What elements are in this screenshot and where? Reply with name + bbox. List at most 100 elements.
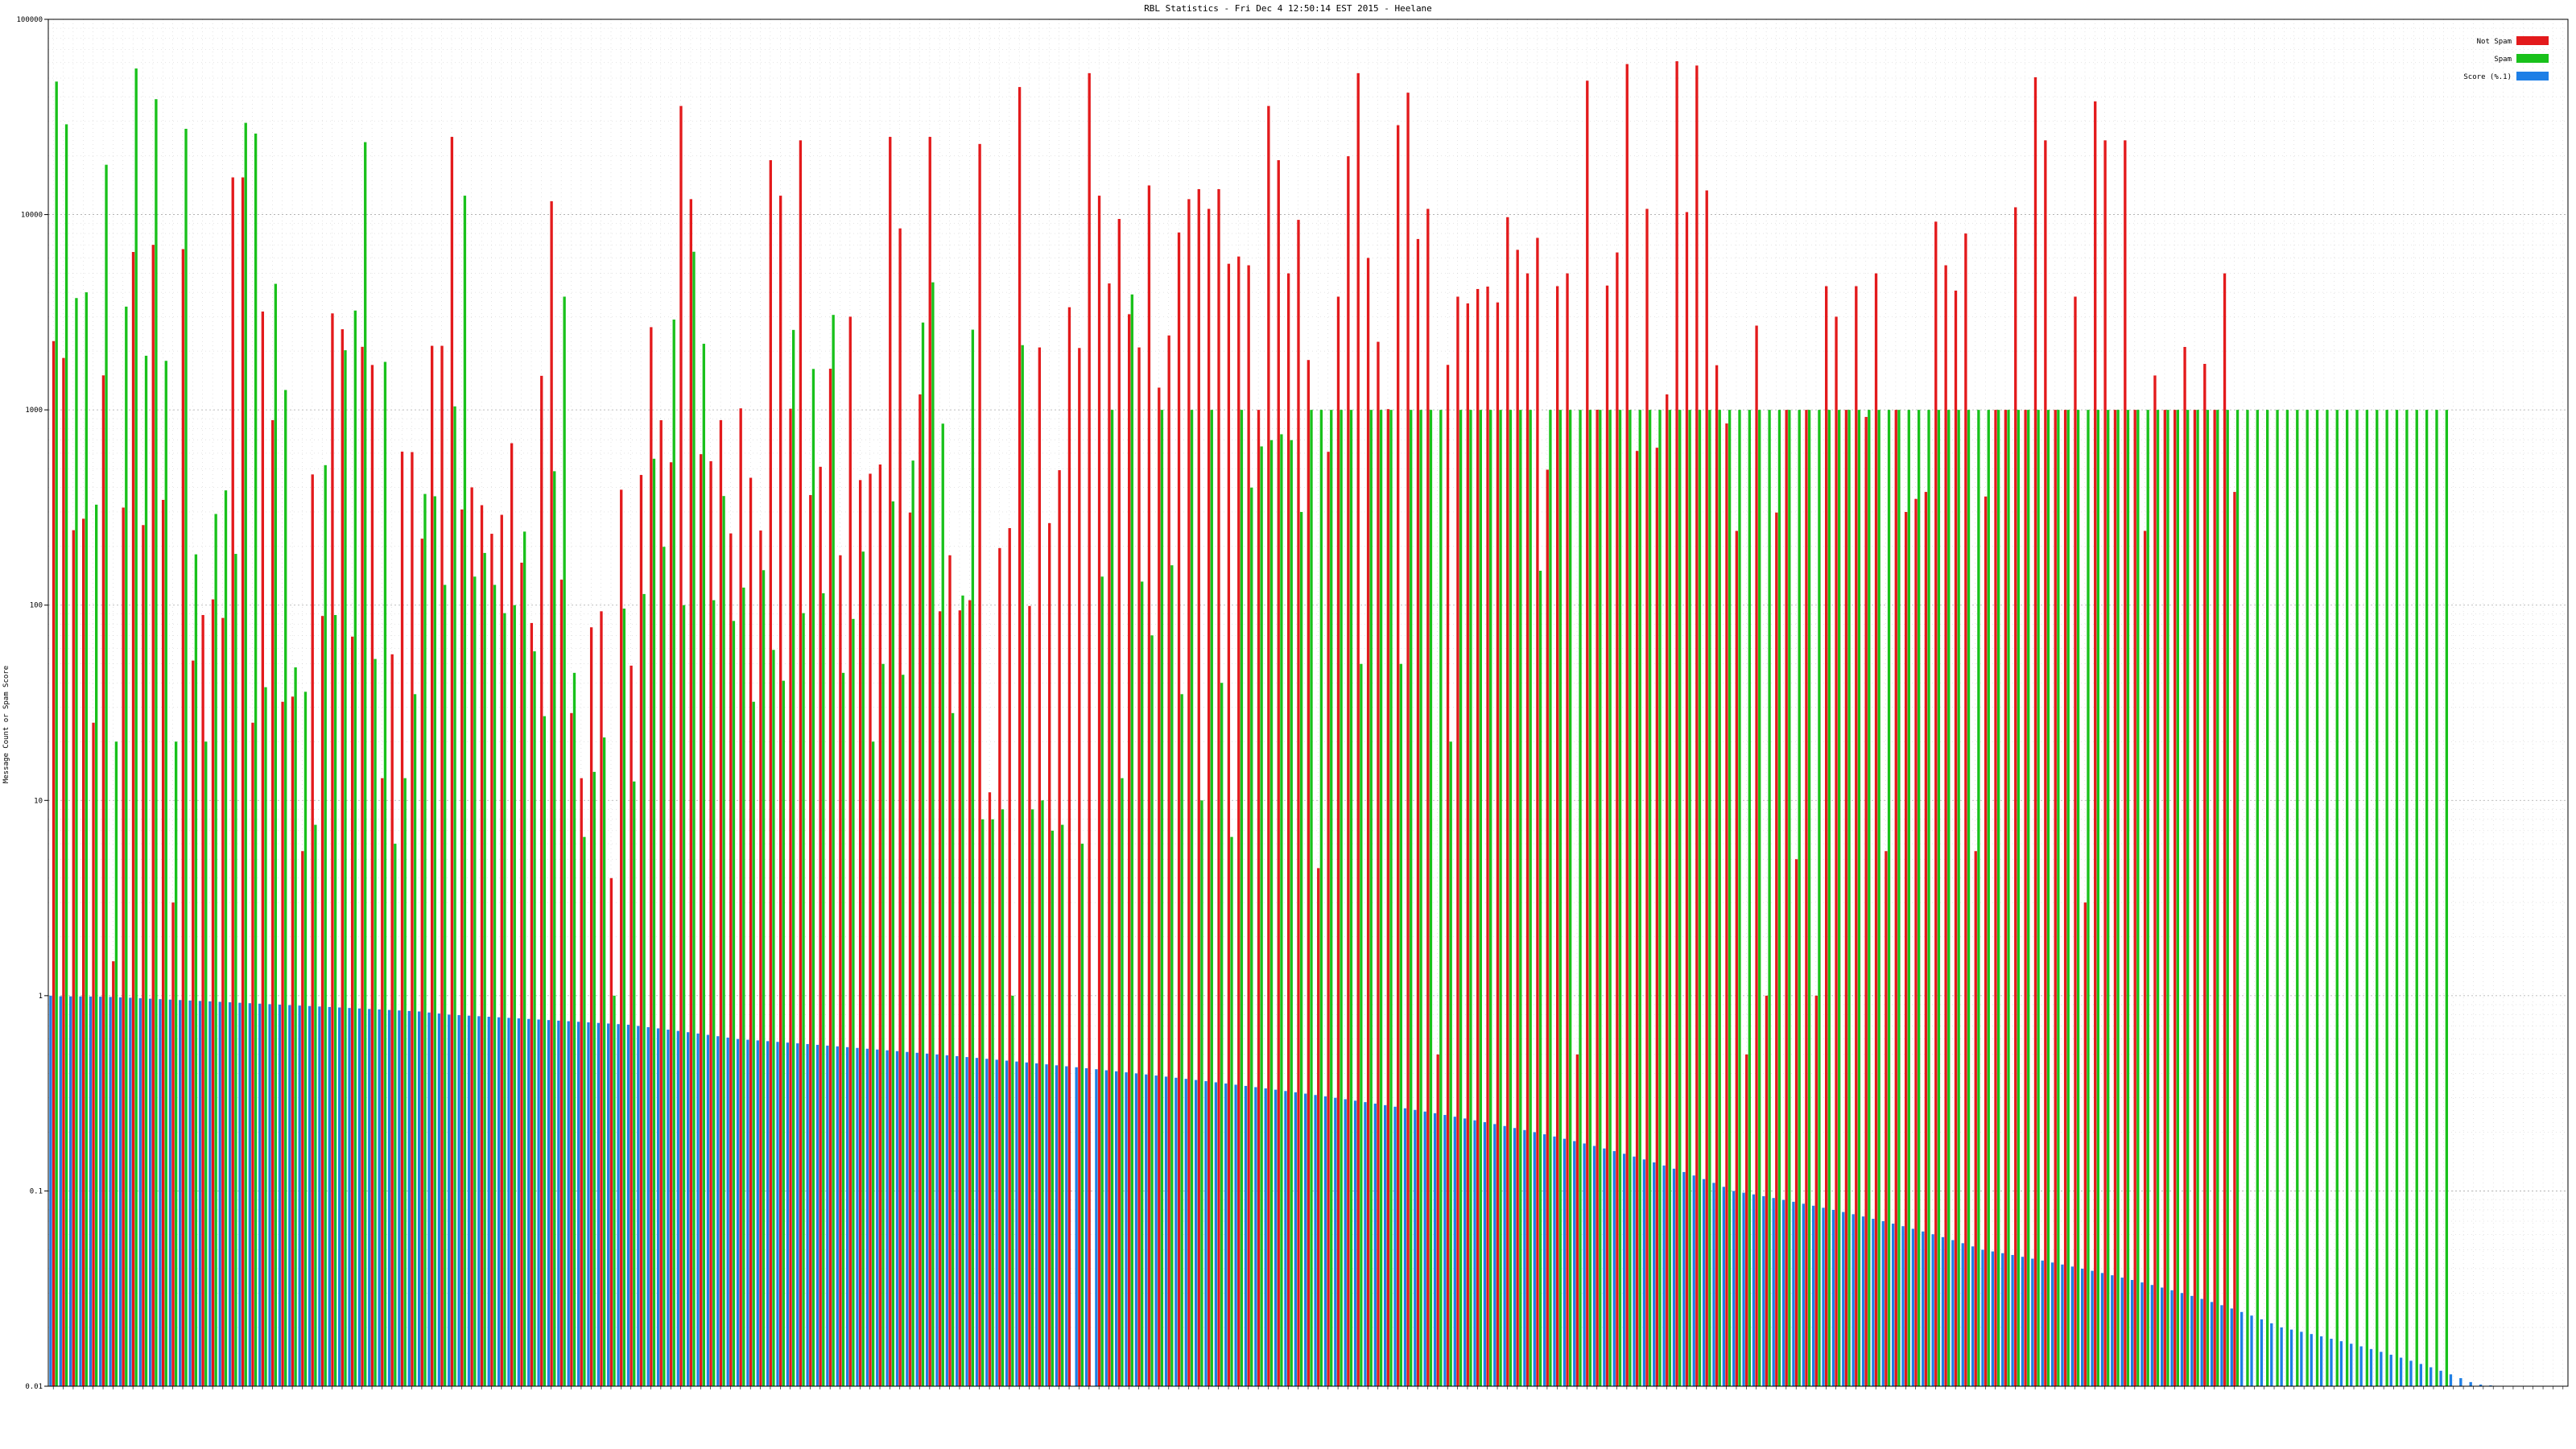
score-bar xyxy=(497,1017,501,1386)
not-spam-bar xyxy=(1158,387,1161,1387)
spam-bar xyxy=(762,570,766,1386)
spam-bar xyxy=(1349,410,1353,1387)
spam-bar xyxy=(1996,410,2000,1387)
score-bar xyxy=(2289,1329,2293,1386)
not-spam-bar xyxy=(2044,140,2047,1387)
spam-bar xyxy=(2296,410,2299,1387)
not-spam-bar xyxy=(1984,496,1988,1386)
spam-bar xyxy=(2076,410,2080,1387)
not-spam-bar xyxy=(1078,348,1081,1387)
score-bar xyxy=(815,1044,819,1386)
score-bar xyxy=(2190,1295,2194,1386)
score-bar xyxy=(2111,1275,2114,1386)
spam-bar xyxy=(772,650,775,1386)
not-spam-bar xyxy=(1974,851,1977,1386)
spam-bar xyxy=(234,554,237,1386)
score-bar xyxy=(1622,1154,1626,1386)
score-bar xyxy=(338,1007,341,1386)
spam-bar xyxy=(902,675,905,1386)
spam-bar xyxy=(2435,410,2438,1387)
spam-bar xyxy=(105,164,108,1386)
score-bar xyxy=(766,1041,770,1386)
not-spam-bar xyxy=(480,505,484,1386)
not-spam-bar xyxy=(1227,263,1231,1386)
not-spam-bar xyxy=(1108,283,1111,1387)
not-spam-bar xyxy=(589,627,593,1386)
spam-bar xyxy=(533,651,536,1386)
spam-bar xyxy=(1857,410,1861,1387)
spam-bar xyxy=(1429,410,1433,1387)
not-spam-bar xyxy=(799,140,803,1387)
not-spam-bar xyxy=(370,365,374,1386)
spam-bar xyxy=(254,133,258,1386)
not-spam-bar xyxy=(1525,273,1530,1386)
score-bar xyxy=(736,1038,740,1386)
spam-bar xyxy=(553,471,556,1386)
spam-bar xyxy=(2376,410,2379,1387)
not-spam-bar xyxy=(1735,530,1739,1387)
spam-bar xyxy=(55,81,58,1386)
spam-bar xyxy=(841,672,845,1386)
score-bar xyxy=(1125,1072,1128,1386)
spam-bar xyxy=(2017,410,2021,1387)
score-bar xyxy=(79,996,82,1386)
spam-bar xyxy=(1220,683,1224,1386)
score-bar xyxy=(1384,1104,1387,1386)
spam-bar xyxy=(1469,410,1472,1387)
spam-bar xyxy=(1459,410,1463,1387)
spam-bar xyxy=(1041,800,1044,1386)
spam-bar xyxy=(1777,410,1781,1387)
score-bar xyxy=(1672,1168,1676,1386)
score-bar xyxy=(517,1018,521,1386)
score-bar xyxy=(845,1046,849,1386)
score-bar xyxy=(1642,1159,1646,1386)
not-spam-bar xyxy=(211,599,215,1386)
score-bar xyxy=(1503,1125,1506,1386)
spam-bar xyxy=(413,694,417,1386)
spam-bar xyxy=(2395,410,2399,1387)
not-spam-bar xyxy=(201,614,204,1386)
not-spam-bar xyxy=(639,475,643,1386)
spam-bar xyxy=(702,344,706,1386)
spam-bar xyxy=(1568,410,1572,1387)
score-bar xyxy=(148,998,152,1386)
score-bar xyxy=(2120,1278,2124,1386)
score-bar xyxy=(656,1028,660,1386)
not-spam-bar xyxy=(679,105,683,1387)
score-bar xyxy=(2091,1270,2094,1386)
spam-bar xyxy=(1917,410,1921,1387)
spam-bar xyxy=(613,995,616,1386)
spam-bar xyxy=(75,298,78,1386)
score-bar xyxy=(198,1001,202,1386)
not-spam-bar xyxy=(769,159,772,1387)
spam-bar xyxy=(1499,410,1502,1387)
not-spam-bar xyxy=(1128,314,1131,1387)
not-spam-bar xyxy=(1725,423,1728,1386)
score-bar xyxy=(1822,1208,1825,1386)
spam-bar xyxy=(2116,410,2120,1387)
not-spam-bar xyxy=(659,420,663,1386)
not-spam-bar xyxy=(1755,325,1758,1386)
score-bar xyxy=(208,1001,212,1386)
score-bar xyxy=(716,1036,720,1386)
score-bar xyxy=(2300,1331,2303,1386)
spam-bar xyxy=(2027,410,2030,1387)
not-spam-bar xyxy=(968,600,972,1386)
score-bar xyxy=(706,1034,710,1386)
score-bar xyxy=(1274,1089,1278,1386)
not-spam-bar xyxy=(789,408,792,1386)
not-spam-bar xyxy=(1257,410,1261,1387)
not-spam-bar xyxy=(1616,252,1619,1386)
score-bar xyxy=(1015,1061,1018,1386)
spam-bar xyxy=(1360,663,1363,1386)
spam-bar xyxy=(592,771,596,1386)
score-bar xyxy=(1035,1063,1038,1386)
not-spam-bar xyxy=(819,466,822,1387)
score-bar xyxy=(68,996,72,1386)
not-spam-bar xyxy=(1765,995,1769,1386)
score-bar xyxy=(448,1014,451,1386)
score-bar xyxy=(2250,1315,2253,1386)
score-bar xyxy=(2399,1357,2403,1386)
spam-bar xyxy=(2007,410,2010,1387)
y-axis-label: Message Count or Spam Score xyxy=(2,666,10,783)
